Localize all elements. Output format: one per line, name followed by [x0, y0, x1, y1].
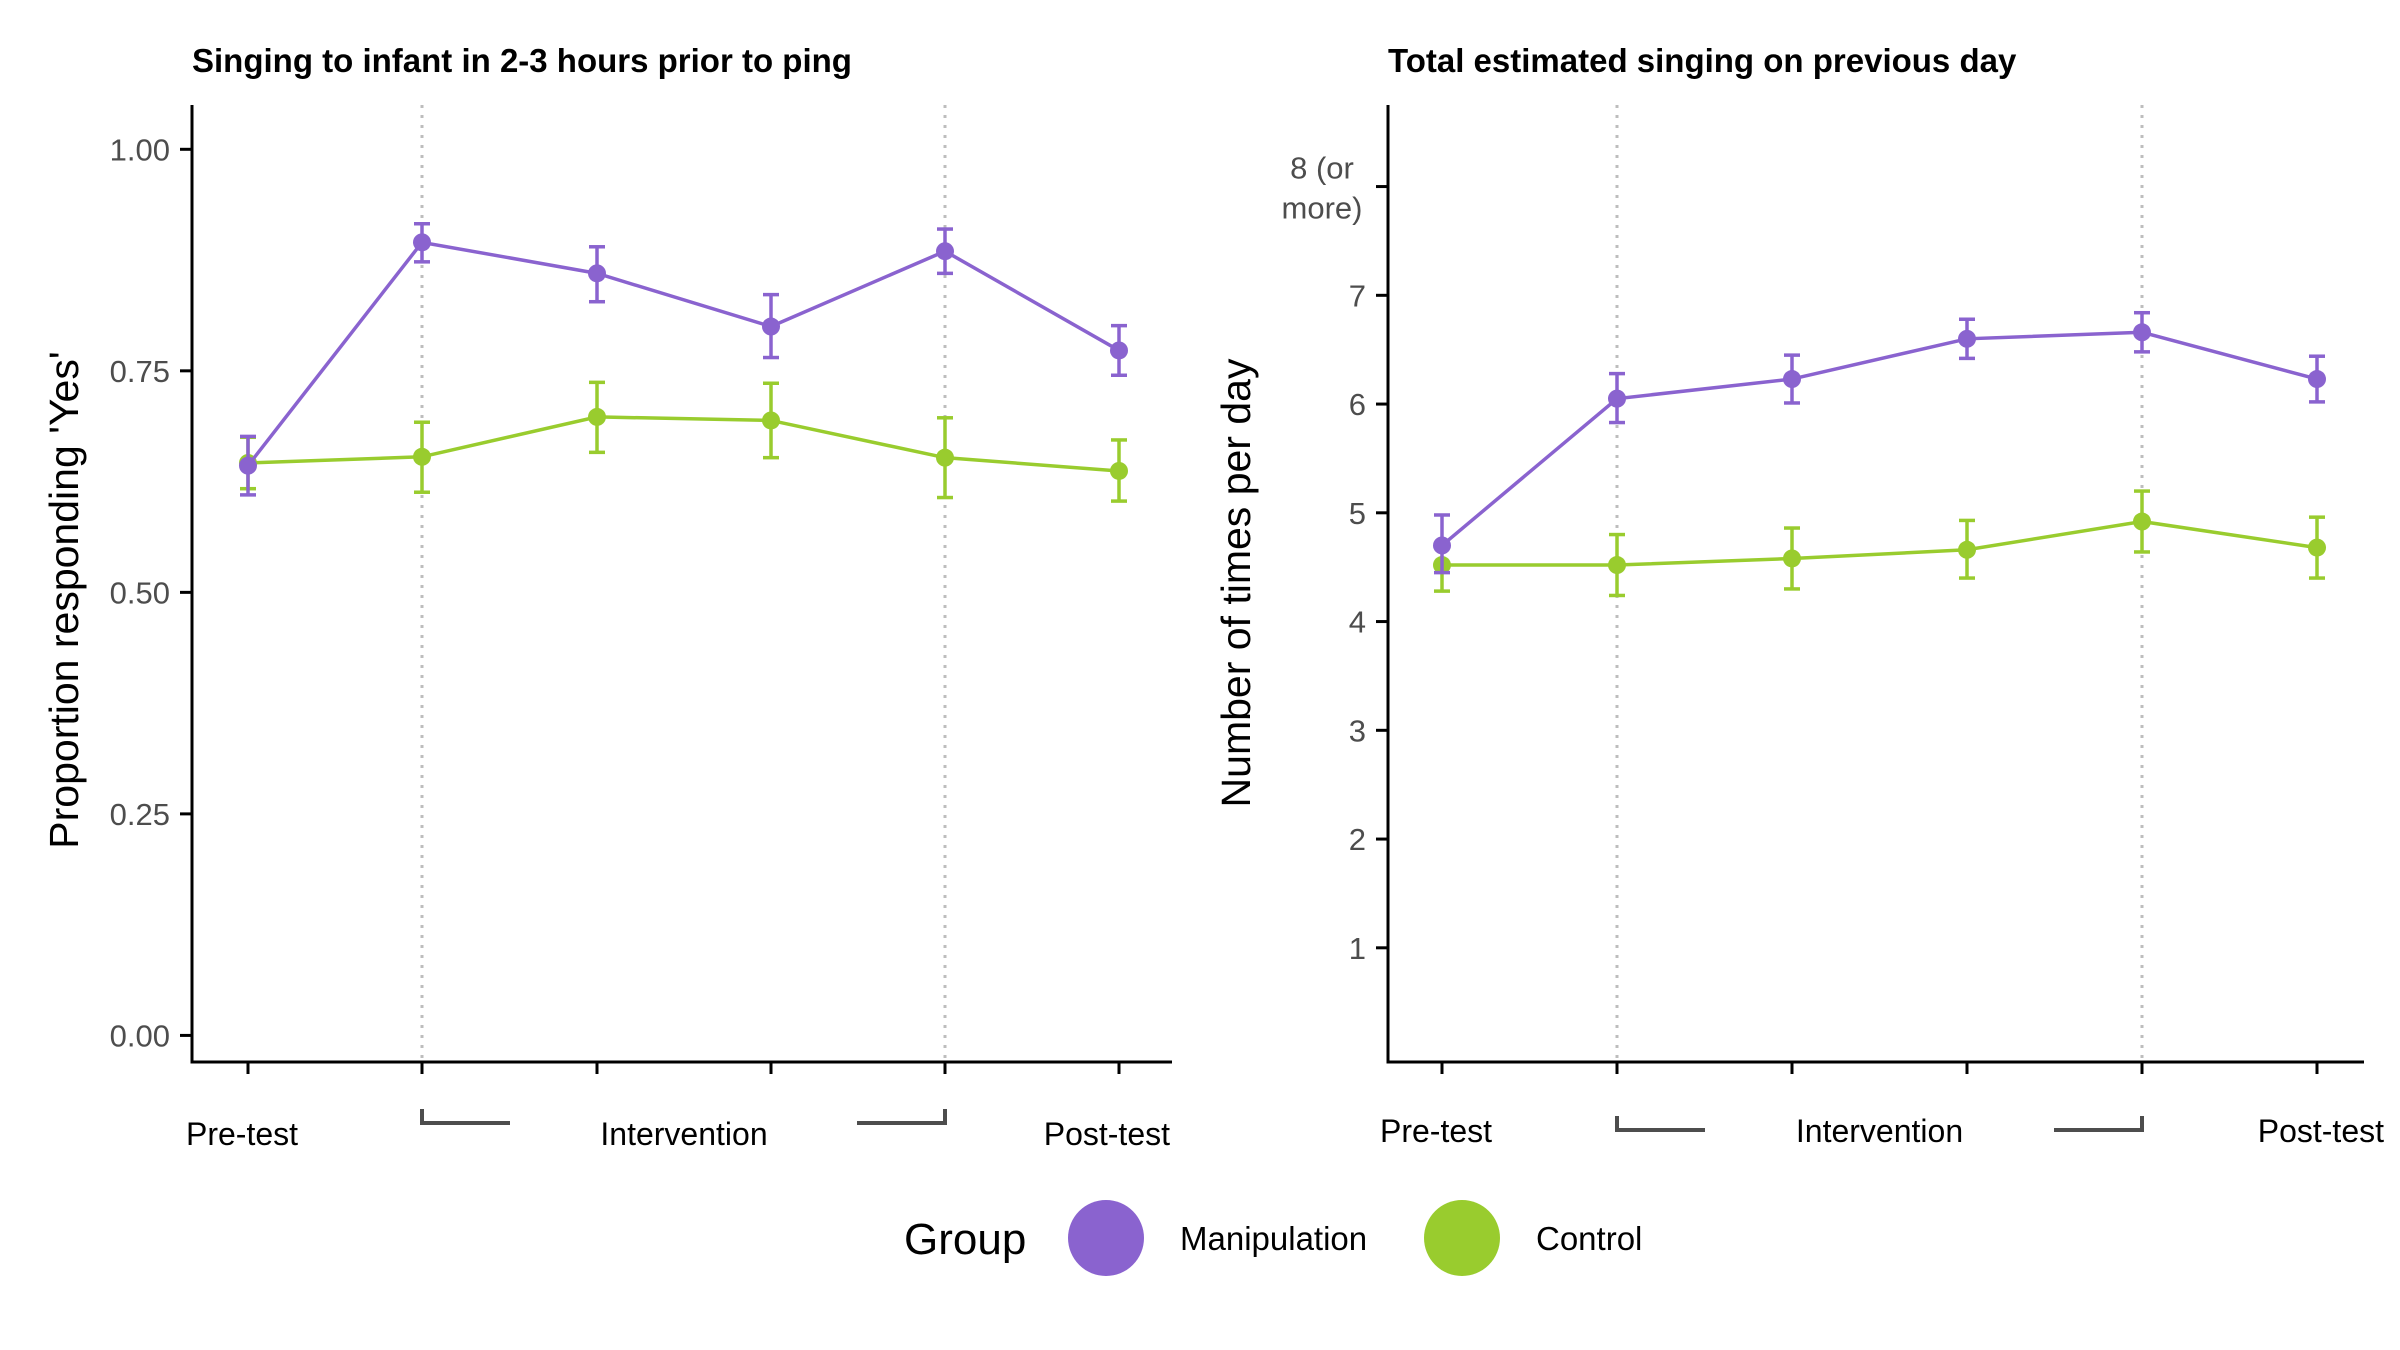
- intervention-bracket-left: [420, 1109, 510, 1125]
- panel-0-x-label-intervention: Intervention: [600, 1116, 767, 1152]
- panel-0-title: Singing to infant in 2-3 hours prior to …: [192, 42, 852, 79]
- y-tick-label: 6: [1349, 387, 1366, 422]
- legend-title: Group: [904, 1215, 1026, 1264]
- series-line-manipulation: [246, 240, 1120, 467]
- y-tick-label: 8 (or more): [1282, 151, 1363, 226]
- y-tick-label: 1.00: [110, 132, 170, 167]
- legend-swatch-manipulation: [1068, 1200, 1144, 1276]
- data-point-manipulation: [588, 264, 606, 283]
- panel-0-x-label-pre-test: Pre-test: [186, 1116, 298, 1152]
- panel-1-x-label-post-test: Post-test: [2258, 1113, 2384, 1149]
- intervention-bracket-right: [2054, 1116, 2144, 1132]
- y-tick-label: 0.50: [110, 575, 170, 610]
- series-line-control: [1442, 519, 2318, 567]
- data-point-manipulation: [1783, 370, 1801, 389]
- series-line-control: [247, 415, 1120, 473]
- data-point-manipulation: [2308, 370, 2326, 389]
- panel-1-axes: [1386, 105, 2364, 1132]
- data-point-manipulation: [2133, 323, 2151, 342]
- data-point-manipulation: [936, 242, 954, 261]
- series-manipulation: [239, 221, 1128, 497]
- y-tick-label: 3: [1349, 713, 1366, 748]
- panel-0-axes: [190, 105, 1172, 1125]
- data-point-control: [762, 411, 780, 430]
- intervention-bracket-left: [1615, 1116, 1705, 1132]
- legend-swatch-control: [1424, 1200, 1500, 1276]
- y-tick-label: 5: [1349, 496, 1366, 531]
- data-point-control: [2308, 538, 2326, 557]
- y-tick-label: 7: [1349, 278, 1366, 313]
- data-point-manipulation: [1110, 341, 1128, 360]
- panel-0-x-label-post-test: Post-test: [1044, 1116, 1170, 1152]
- panel-1-reference-lines: [1615, 105, 2144, 1062]
- data-point-manipulation: [413, 233, 431, 252]
- series-control: [1433, 489, 2326, 598]
- legend-label-control: Control: [1536, 1220, 1642, 1257]
- y-tick-label: 1: [1349, 931, 1366, 966]
- data-point-control: [2133, 512, 2151, 531]
- y-tick-label: 0.25: [110, 797, 170, 832]
- data-point-control: [936, 448, 954, 467]
- data-point-manipulation: [1433, 536, 1451, 555]
- panel-1-x-label-intervention: Intervention: [1796, 1113, 1963, 1149]
- data-point-manipulation: [1608, 389, 1626, 408]
- panel-total-singing-previous-day: Total estimated singing on previous day …: [1213, 42, 2384, 1149]
- data-point-manipulation: [762, 317, 780, 336]
- data-point-manipulation: [1958, 329, 1976, 348]
- series-line-manipulation: [1440, 330, 2318, 547]
- panel-0-y-ticks: 0.00 0.25 0.50 0.75 1.00: [110, 132, 192, 1053]
- legend-label-manipulation: Manipulation: [1180, 1220, 1367, 1257]
- series-control: [239, 380, 1128, 503]
- panel-singing-prior-to-ping: Singing to infant in 2-3 hours prior to …: [41, 42, 1172, 1152]
- panel-1-title: Total estimated singing on previous day: [1388, 42, 2017, 79]
- data-point-control: [1608, 556, 1626, 575]
- panel-1-y-ticks: 1 2 3 4 5 6 7 8 (or more): [1282, 151, 1388, 966]
- y-tick-label: 4: [1349, 605, 1366, 640]
- panel-0-y-axis-label: Proportion responding 'Yes': [41, 351, 87, 848]
- panel-1-marks: [1433, 310, 2326, 598]
- data-point-control: [1783, 549, 1801, 568]
- data-point-control: [588, 407, 606, 426]
- intervention-bracket-right: [857, 1109, 947, 1125]
- panel-0-reference-lines: [420, 105, 947, 1062]
- panel-1-x-labels: Pre-test Intervention Post-test: [1380, 1113, 2384, 1149]
- data-point-control: [1958, 540, 1976, 559]
- y-tick-label: 0.75: [110, 354, 170, 389]
- y-tick-label: 0.00: [110, 1018, 170, 1053]
- data-point-manipulation: [239, 456, 257, 475]
- data-point-control: [413, 447, 431, 466]
- series-manipulation: [1433, 310, 2326, 575]
- panel-1-y-axis-label: Number of times per day: [1213, 358, 1259, 807]
- panel-0-x-labels: Pre-test Intervention Post-test: [186, 1116, 1170, 1152]
- legend: Group Manipulation Control: [904, 1200, 1642, 1276]
- y-tick-label: 2: [1349, 822, 1366, 857]
- panel-0-marks: [239, 221, 1128, 503]
- data-point-control: [1110, 461, 1128, 480]
- panel-1-x-label-pre-test: Pre-test: [1380, 1113, 1492, 1149]
